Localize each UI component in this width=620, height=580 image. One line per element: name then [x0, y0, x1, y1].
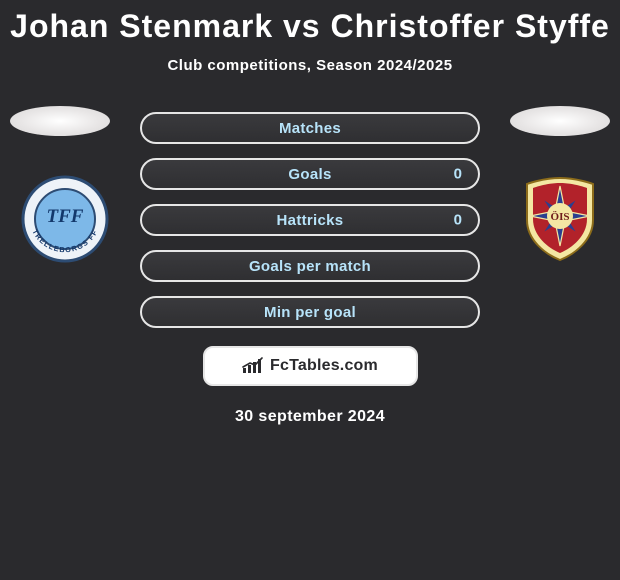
stat-row-hattricks: Hattricks 0 [140, 204, 480, 236]
svg-text:TFF: TFF [47, 206, 84, 227]
stat-row-goals: Goals 0 [140, 158, 480, 190]
svg-text:ÖIS: ÖIS [551, 210, 570, 223]
stat-label: Hattricks [277, 212, 344, 229]
stat-label: Goals per match [249, 258, 371, 275]
stat-value-right: 0 [454, 166, 462, 183]
brand-link[interactable]: FcTables.com [203, 346, 418, 386]
snapshot-date: 30 september 2024 [0, 408, 620, 426]
club-crest-right: ÖIS [510, 174, 610, 264]
stat-value-right: 0 [454, 212, 462, 229]
stats-list: Matches Goals 0 Hattricks 0 Goals per ma… [140, 112, 480, 328]
player-left-avatar-placeholder [10, 106, 110, 136]
stat-label: Min per goal [264, 304, 356, 321]
trelleborgs-crest-icon: TFF TRELLEBORGS FF [15, 174, 115, 264]
player-right-avatar-placeholder [510, 106, 610, 136]
stat-row-min-per-goal: Min per goal [140, 296, 480, 328]
brand-text: FcTables.com [270, 357, 378, 375]
page-title: Johan Stenmark vs Christoffer Styffe [0, 0, 620, 45]
comparison-panel: TFF TRELLEBORGS FF ÖIS [0, 112, 620, 426]
stat-row-matches: Matches [140, 112, 480, 144]
stat-label: Goals [288, 166, 331, 183]
club-crest-left: TFF TRELLEBORGS FF [10, 174, 120, 264]
bars-chart-icon [242, 357, 264, 375]
page-subtitle: Club competitions, Season 2024/2025 [0, 57, 620, 74]
stat-label: Matches [279, 120, 341, 137]
ois-crest-icon: ÖIS [515, 174, 605, 264]
stat-row-goals-per-match: Goals per match [140, 250, 480, 282]
